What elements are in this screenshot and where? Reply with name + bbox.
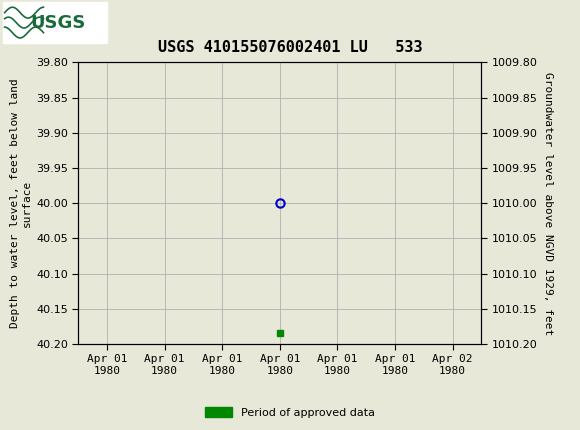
Y-axis label: Depth to water level, feet below land
surface: Depth to water level, feet below land su… <box>10 78 32 328</box>
Legend: Period of approved data: Period of approved data <box>200 403 380 422</box>
FancyBboxPatch shape <box>3 2 107 43</box>
Y-axis label: Groundwater level above NGVD 1929, feet: Groundwater level above NGVD 1929, feet <box>543 71 553 335</box>
Text: USGS: USGS <box>30 14 86 31</box>
Text: USGS 410155076002401 LU   533: USGS 410155076002401 LU 533 <box>158 40 422 55</box>
